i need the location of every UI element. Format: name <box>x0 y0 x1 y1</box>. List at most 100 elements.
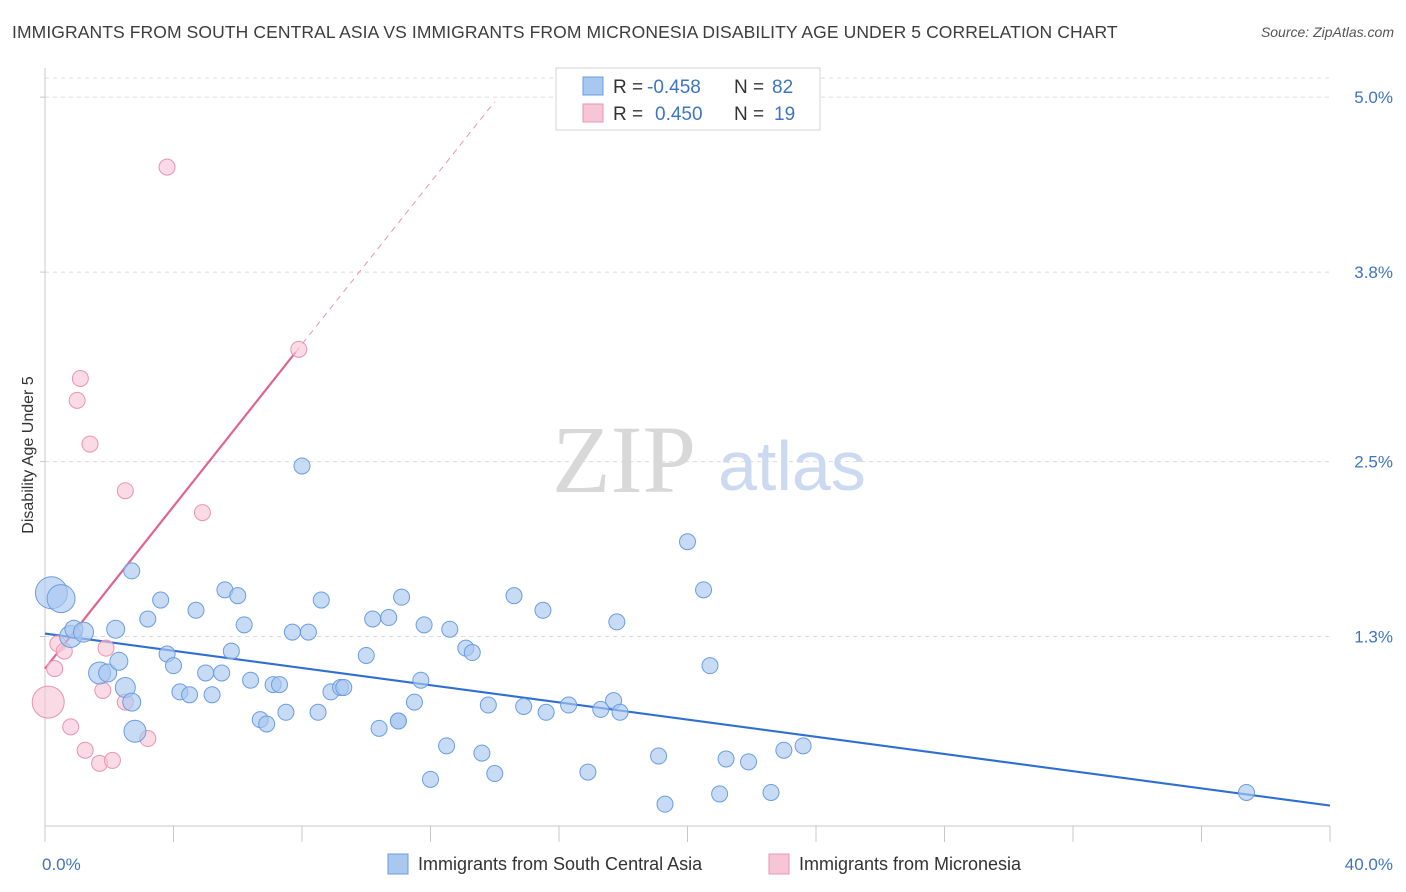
point-south-central-asia <box>794 737 812 755</box>
trend-line-south-central-asia <box>44 632 1331 807</box>
watermark-zip: ZIP <box>552 406 696 513</box>
point-south-central-asia <box>740 753 758 771</box>
point-south-central-asia <box>122 692 142 712</box>
point-micronesia <box>68 391 86 409</box>
point-south-central-asia <box>277 703 295 721</box>
legend-swatch-blue <box>387 853 409 875</box>
stats-r-value-blue: -0.458 <box>647 77 701 98</box>
point-south-central-asia <box>389 712 407 730</box>
point-south-central-asia <box>312 591 330 609</box>
point-south-central-asia <box>98 663 118 683</box>
point-south-central-asia <box>187 601 205 619</box>
stats-legend-box: R = -0.458 N = 82 R = 0.450 N = 19 <box>555 67 821 131</box>
bottom-legend: Immigrants from South Central Asia Immig… <box>387 853 1022 875</box>
point-south-central-asia <box>213 664 231 682</box>
point-south-central-asia <box>258 715 276 733</box>
point-south-central-asia <box>271 676 289 694</box>
point-micronesia <box>97 639 115 657</box>
stats-r-label-blue: R = <box>613 77 643 98</box>
point-south-central-asia <box>139 610 157 628</box>
trend-line-micronesia <box>44 351 297 670</box>
point-micronesia <box>116 482 134 500</box>
point-micronesia <box>62 718 80 736</box>
point-south-central-asia <box>242 671 260 689</box>
point-south-central-asia <box>505 587 523 605</box>
point-south-central-asia <box>611 703 629 721</box>
point-south-central-asia <box>73 621 95 643</box>
stats-n-value-blue: 82 <box>772 77 793 98</box>
point-south-central-asia <box>283 623 301 641</box>
stats-r-value-pink: 0.450 <box>655 104 703 125</box>
point-south-central-asia <box>479 696 497 714</box>
point-micronesia <box>193 504 211 522</box>
stats-n-value-pink: 19 <box>774 104 795 125</box>
point-south-central-asia <box>650 747 668 765</box>
point-south-central-asia <box>717 750 735 768</box>
point-south-central-asia <box>46 584 76 614</box>
point-south-central-asia <box>364 610 382 628</box>
grid-lines <box>45 77 1330 637</box>
point-south-central-asia <box>441 620 459 638</box>
watermark: ZIP atlas <box>552 406 866 513</box>
source-label: Source: ZipAtlas.com <box>1260 24 1394 40</box>
point-south-central-asia <box>405 693 423 711</box>
point-south-central-asia <box>1237 783 1255 801</box>
point-micronesia <box>94 681 112 699</box>
stats-n-label-pink: N = <box>734 104 764 125</box>
point-south-central-asia <box>422 770 439 788</box>
point-south-central-asia <box>486 765 504 783</box>
point-micronesia <box>31 685 65 719</box>
point-south-central-asia <box>534 601 552 619</box>
point-south-central-asia <box>579 763 597 781</box>
point-south-central-asia <box>293 457 311 475</box>
point-micronesia <box>71 369 89 387</box>
point-south-central-asia <box>222 642 240 660</box>
stats-swatch-blue <box>582 76 604 96</box>
point-south-central-asia <box>412 671 430 689</box>
point-south-central-asia <box>123 562 141 580</box>
point-micronesia <box>76 741 94 759</box>
point-south-central-asia <box>537 703 555 721</box>
point-south-central-asia <box>393 588 411 606</box>
point-south-central-asia <box>370 719 388 737</box>
point-south-central-asia <box>415 616 433 634</box>
y-tick-label: 1.3% <box>1354 628 1393 647</box>
stats-n-label-blue: N = <box>734 77 764 98</box>
trend-lines <box>44 101 1331 807</box>
point-micronesia <box>81 435 99 453</box>
point-south-central-asia <box>463 644 481 662</box>
point-south-central-asia <box>357 646 375 664</box>
point-south-central-asia <box>181 686 199 704</box>
stats-swatch-pink <box>582 103 604 123</box>
point-micronesia <box>158 158 176 176</box>
point-south-central-asia <box>106 619 126 639</box>
point-micronesia <box>290 340 308 358</box>
point-south-central-asia <box>109 651 129 671</box>
trend-extension-micronesia <box>295 101 496 353</box>
point-south-central-asia <box>229 587 247 605</box>
point-south-central-asia <box>560 696 578 714</box>
point-south-central-asia <box>380 609 398 627</box>
point-south-central-asia <box>656 795 674 813</box>
legend-label-pink: Immigrants from Micronesia <box>799 854 1022 874</box>
x-tick-label: 0.0% <box>42 855 81 874</box>
point-south-central-asia <box>123 719 147 743</box>
y-axis-title-group: Disability Age Under 5 <box>20 376 37 534</box>
point-south-central-asia <box>309 703 327 721</box>
legend-swatch-pink <box>768 853 790 875</box>
point-south-central-asia <box>299 623 317 641</box>
point-south-central-asia <box>701 657 719 675</box>
point-south-central-asia <box>762 783 780 801</box>
point-south-central-asia <box>608 613 626 631</box>
y-axis-title: Disability Age Under 5 <box>20 376 37 534</box>
point-south-central-asia <box>438 737 456 755</box>
point-south-central-asia <box>335 679 353 697</box>
point-south-central-asia <box>235 616 253 634</box>
watermark-atlas: atlas <box>718 427 866 505</box>
scatter-points <box>31 158 1255 813</box>
stats-r-label-pink: R = <box>613 104 643 125</box>
y-tick-label: 5.0% <box>1354 88 1393 107</box>
x-tick-label: 40.0% <box>1345 855 1393 874</box>
point-micronesia <box>46 660 64 678</box>
